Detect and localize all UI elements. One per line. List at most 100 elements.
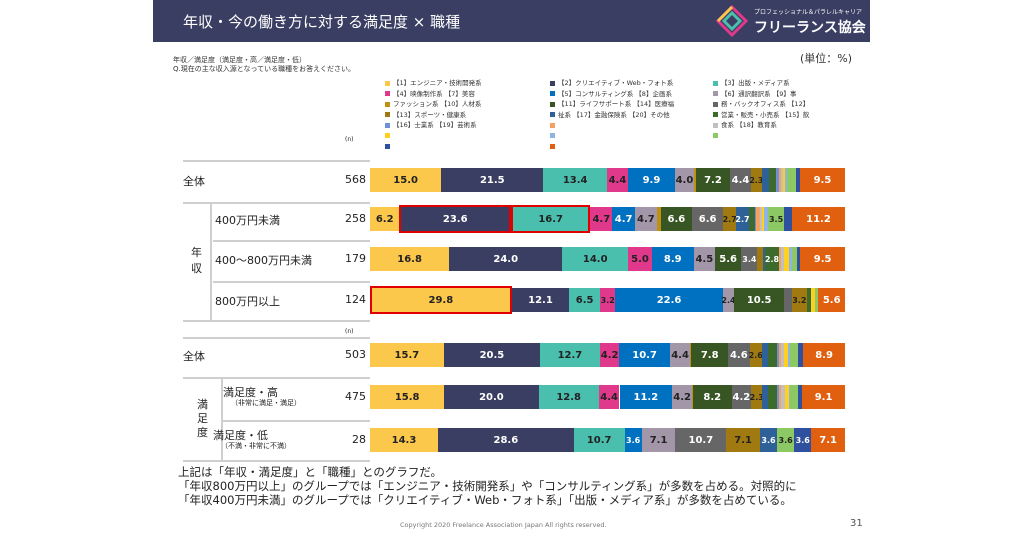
bar-segment: 8.9 xyxy=(651,247,694,271)
segment-value-label: 6.6 xyxy=(667,213,686,225)
bar-segment: 10.7 xyxy=(619,343,670,367)
legend-swatch xyxy=(385,80,390,86)
legend-column: 【2】クリエイティブ・Web・フォト系 【5】コンサルティング系 【8】企画系 【1… xyxy=(550,78,674,152)
legend-item: 【1】エンジニア・技術開発系 xyxy=(385,78,482,89)
legend-swatch xyxy=(713,122,718,128)
bar-segment xyxy=(768,385,778,409)
logo: プロフェッショナル＆パラレルキャリア フリーランス協会 xyxy=(715,4,866,38)
segment-value-label: 13.4 xyxy=(562,174,588,186)
bar-segment: 4.2 xyxy=(672,385,692,409)
bar-segment xyxy=(814,288,819,312)
legend-item: 祉系 【17】金融保険系 【20】その他 xyxy=(550,110,674,121)
legend-label: ファッション系 【10】人材系 xyxy=(393,100,482,108)
bar-segment xyxy=(782,168,785,192)
bar-segment: 12.1 xyxy=(511,288,570,312)
segment-value-label: 20.5 xyxy=(479,349,505,361)
segment-value-label: 4.4 xyxy=(671,349,689,361)
divider xyxy=(210,202,212,320)
segment-value-label: 4.5 xyxy=(695,253,714,265)
segment-value-label: 14.0 xyxy=(582,253,608,265)
bar-segment: 7.1 xyxy=(811,428,845,452)
logo-subtitle: プロフェッショナル＆パラレルキャリア xyxy=(754,9,863,16)
legend-swatch xyxy=(713,112,718,118)
legend-swatch xyxy=(550,143,555,149)
bar-segment: 3.5 xyxy=(767,207,785,231)
bar-segment xyxy=(778,247,782,271)
segment-value-label: 10.7 xyxy=(688,434,714,446)
bar-segment: 24.0 xyxy=(449,247,563,271)
segment-value-label: 10.7 xyxy=(632,349,657,361)
segment-value-label: 9.5 xyxy=(813,174,832,186)
bar-segment xyxy=(778,343,781,367)
segment-value-label: 3.6 xyxy=(778,435,793,445)
divider xyxy=(183,160,370,162)
bar-segment xyxy=(780,343,785,367)
bar-segment: 10.7 xyxy=(675,428,727,452)
bar-segment: 7.2 xyxy=(695,168,731,192)
bar-segment: 5.6 xyxy=(714,247,742,271)
legend-item: 食系 【18】教育系 xyxy=(713,120,809,131)
bar-segment: 9.9 xyxy=(627,168,675,192)
segment-value-label: 4.2 xyxy=(732,391,751,403)
page-number: 31 xyxy=(850,518,863,529)
divider xyxy=(213,281,370,283)
bar-segment: 16.8 xyxy=(370,247,450,271)
legend-column: 【1】エンジニア・技術開発系 【4】映像制作系 【7】美容 ファッション系 【10】… xyxy=(385,78,482,152)
bar-segment: 9.5 xyxy=(800,247,845,271)
segment-value-label: 14.3 xyxy=(391,434,417,446)
segment-value-label: 8.2 xyxy=(703,391,722,403)
row-sublabel: （非常に満足・満足） xyxy=(231,399,301,407)
bar-segment: 4.7 xyxy=(590,207,613,231)
bar-segment: 2.6 xyxy=(749,343,763,367)
segment-value-label: 4.4 xyxy=(731,174,750,186)
divider xyxy=(221,377,223,460)
legend-item: 【2】クリエイティブ・Web・フォト系 xyxy=(550,78,674,89)
legend-swatch xyxy=(385,143,390,149)
bar-segment: 4.2 xyxy=(599,343,620,367)
segment-value-label: 20.0 xyxy=(479,391,504,403)
bar-segment: 7.1 xyxy=(726,428,760,452)
bar-segment xyxy=(784,168,787,192)
bar-row: 6.2 23.6 16.7 4.7 4.7 4.7 6.6 6.6 2.7 2.7 3.5 11.2 xyxy=(370,205,845,233)
bar-segment xyxy=(788,343,791,367)
legend-swatch xyxy=(385,101,390,107)
bar-segment xyxy=(795,168,800,192)
n-header: (n) xyxy=(345,136,354,143)
bar-row: 29.8 12.1 6.5 3.2 22.6 2.4 10.5 3.2 5.6 xyxy=(370,286,845,314)
divider xyxy=(213,240,370,242)
segment-value-label: 15.0 xyxy=(393,174,418,186)
bar-segment xyxy=(790,343,799,367)
segment-value-label: 4.7 xyxy=(614,213,633,225)
bar-segment: 4.6 xyxy=(728,343,750,367)
bar-row: 15.7 20.5 12.7 4.2 10.7 4.4 7.8 4.6 2.6 8.9 xyxy=(370,343,845,367)
segment-value-label: 6.5 xyxy=(575,294,594,306)
row-label: 全体 xyxy=(183,350,205,363)
bar-segment xyxy=(784,385,789,409)
legend-swatch xyxy=(550,101,555,107)
segment-value-label: 9.5 xyxy=(813,253,832,265)
bar-segment: 22.6 xyxy=(615,288,723,312)
bar-segment xyxy=(762,247,766,271)
segment-value-label: 3.5 xyxy=(768,214,784,224)
bar-segment: 4.2 xyxy=(731,385,752,409)
bar-segment xyxy=(781,247,785,271)
bar-segment: 15.8 xyxy=(370,385,445,409)
legend-label: 【5】コンサルティング系 【8】企画系 xyxy=(558,89,672,98)
group-label-income: 年収 xyxy=(191,246,202,275)
segment-value-label: 3.2 xyxy=(792,295,807,305)
segment-value-label: 7.1 xyxy=(649,434,668,446)
bar-segment: 12.7 xyxy=(540,343,600,367)
bar-segment: 10.7 xyxy=(573,428,625,452)
row-n: 475 xyxy=(345,390,366,403)
segment-value-label: 9.1 xyxy=(814,391,833,403)
legend-swatch xyxy=(550,133,555,139)
legend-label: 【1】エンジニア・技術開発系 xyxy=(393,79,482,87)
bar-segment: 20.5 xyxy=(443,343,541,367)
bar-segment xyxy=(792,247,798,271)
row-label: 800万円以上 xyxy=(215,295,280,308)
summary-line: 「年収800万円以上」のグループでは「エンジニア・技術開発系」や「コンサルティン… xyxy=(178,479,797,493)
bar-segment xyxy=(777,385,780,409)
segment-value-label: 2.7 xyxy=(722,214,737,224)
legend-item: 【11】ライフサポート系 【14】医療福 xyxy=(550,99,674,110)
bar-segment: 2.7 xyxy=(735,207,750,231)
